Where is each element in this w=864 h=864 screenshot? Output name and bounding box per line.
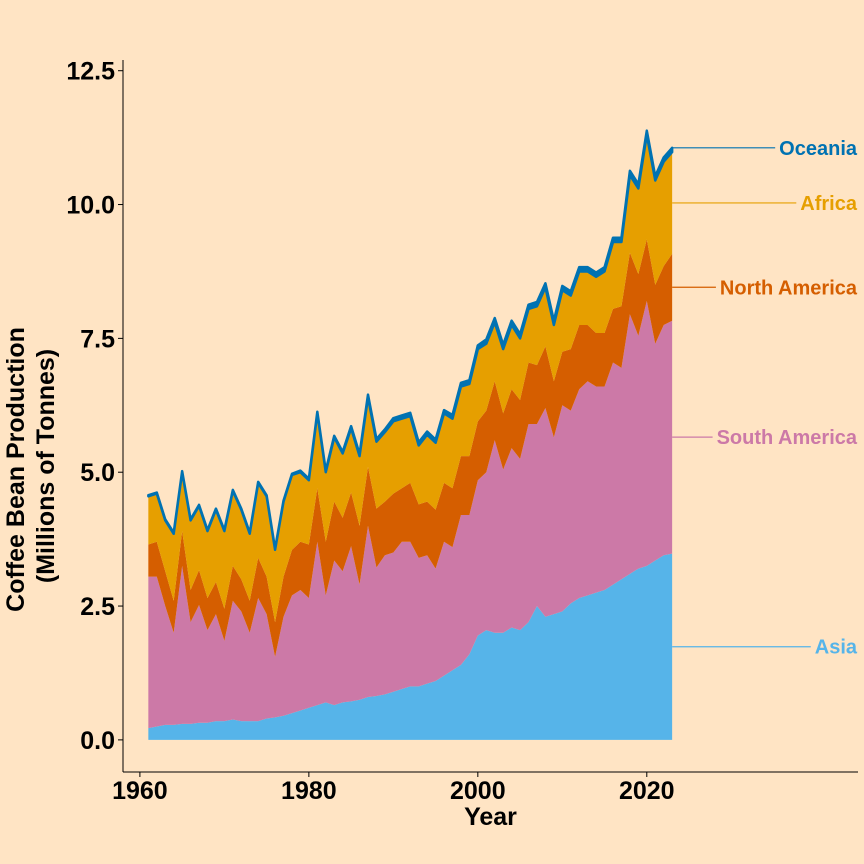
area-asia [148,553,673,740]
area-africa [148,134,673,623]
area-south-america [148,300,673,729]
series-label-asia: Asia [815,637,858,659]
x-tick-label: 2000 [450,777,506,805]
y-tick-label: 5.0 [80,459,115,487]
series-label-oceania: Oceania [779,138,858,160]
series-label-africa: Africa [800,193,858,215]
y-tick-label: 0.0 [80,727,115,755]
series-label-north-america: North America [720,277,858,299]
series-label-south-america: South America [717,427,858,449]
y-tick-label: 12.5 [66,58,115,86]
area-oceania [147,129,674,552]
x-tick-label: 2020 [619,777,675,805]
axes [122,60,858,773]
x-axis-title: Year [464,803,517,831]
x-tick-label: 1980 [281,777,337,805]
y-axis-title: Coffee Bean Production (Millions of Tonn… [2,320,60,612]
y-axis-title-line-1: Coffee Bean Production [2,327,30,612]
y-tick-label: 2.5 [80,593,115,621]
y-axis-title-line-2: (Millions of Tonnes) [32,349,60,583]
area-layers [147,129,674,740]
y-ticks: 0.0 2.5 5.0 7.5 10.0 12.5 [66,58,123,755]
y-tick-label: 7.5 [80,325,115,353]
series-labels: Asia South America North America Africa Ocea… [672,138,858,659]
x-tick-label: 1960 [112,777,168,805]
y-tick-label: 10.0 [66,192,115,220]
x-ticks: 1960 1980 2000 2020 [112,772,675,805]
